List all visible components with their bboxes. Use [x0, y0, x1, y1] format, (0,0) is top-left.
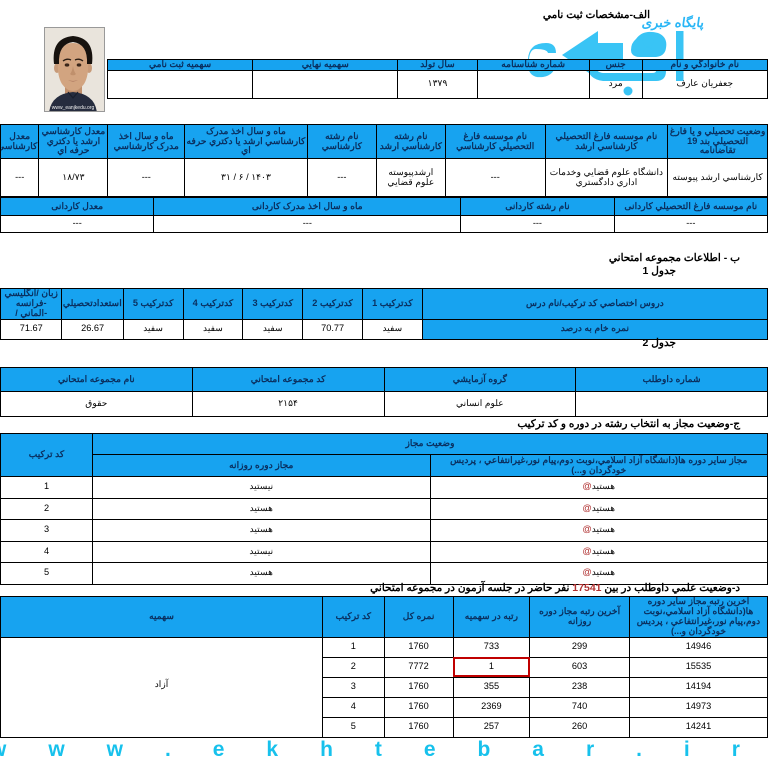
svg-text:www_eanjkedu.org: www_eanjkedu.org — [52, 105, 95, 111]
